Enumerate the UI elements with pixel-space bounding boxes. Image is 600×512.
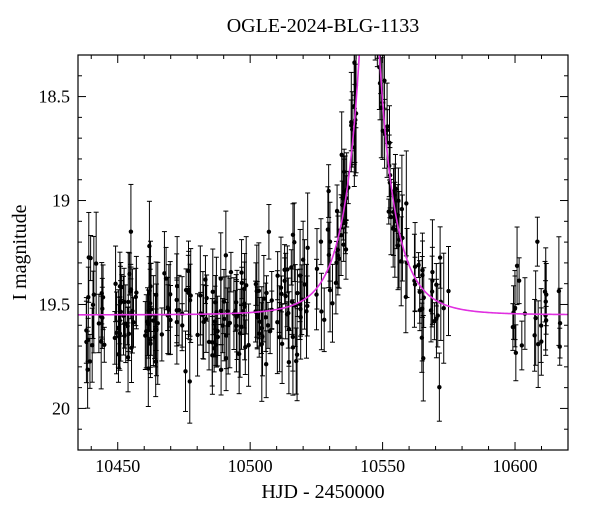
y-axis-label: I magnitude — [9, 204, 31, 300]
svg-text:10500: 10500 — [228, 456, 273, 476]
svg-text:18.5: 18.5 — [39, 87, 71, 107]
svg-text:19: 19 — [52, 191, 70, 211]
chart-svg: 10450 10500 10550 10600 18.5 19 19.5 20 OGLE-202… — [0, 0, 600, 512]
chart-title: OGLE-2024-BLG-1133 — [227, 15, 420, 37]
x-axis-label: HJD - 2450000 — [261, 481, 384, 503]
svg-text:19.5: 19.5 — [39, 294, 71, 314]
svg-text:20: 20 — [52, 398, 70, 418]
svg-text:10550: 10550 — [360, 456, 405, 476]
lightcurve-chart: 10450 10500 10550 10600 18.5 19 19.5 20 OGLE-202… — [0, 0, 600, 512]
svg-text:10450: 10450 — [95, 456, 140, 476]
svg-text:10600: 10600 — [493, 456, 538, 476]
